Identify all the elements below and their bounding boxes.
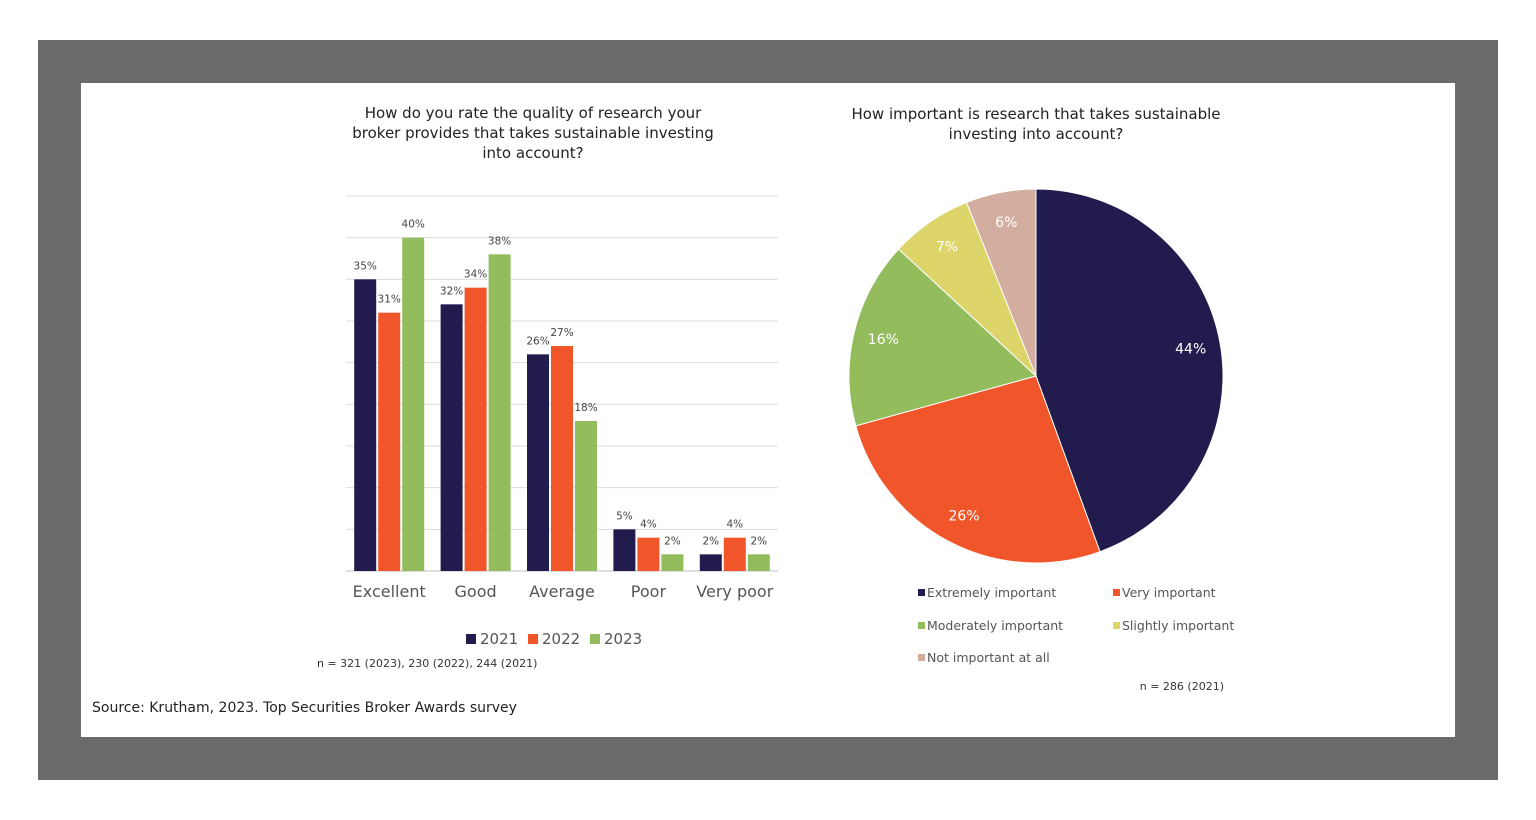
- bar-label-excellent-2023: 40%: [402, 219, 425, 231]
- pie-legend-label-not-important-at-all: Not important at all: [927, 650, 1050, 665]
- bar-label-average-2021: 26%: [526, 335, 549, 347]
- bar-legend-swatch-2022: [528, 634, 538, 644]
- pie-data-labels: 44% 26% 16% 7% 6%: [868, 215, 1206, 525]
- bar-label-good-2023: 38%: [488, 235, 511, 247]
- bar-chart-title-line-1: How do you rate the quality of research …: [365, 104, 702, 122]
- bar-label-very-poor-2023: 2%: [750, 535, 767, 547]
- pie-chart-note: n = 286 (2021): [1140, 680, 1224, 693]
- pie-legend-swatch-extremely-important: [918, 589, 925, 596]
- pie-legend-label-slightly-important: Slightly important: [1122, 618, 1234, 633]
- pie-legend-label-moderately-important: Moderately important: [927, 618, 1063, 633]
- bar-chart-title-line-3: into account?: [482, 144, 583, 162]
- bar-label-poor-2022: 4%: [640, 519, 657, 531]
- pie-slice-moderately-important: [848, 248, 1037, 427]
- bar-good-2022: [464, 287, 487, 571]
- pie-label-slightly-important: 7%: [936, 240, 958, 256]
- bar-average-2023: [575, 421, 597, 571]
- bar-x-tick-very-poor: Very poor: [696, 582, 773, 601]
- bar-legend-swatch-2021: [466, 634, 476, 644]
- pie-label-not-important-at-all: 6%: [995, 215, 1017, 231]
- bar-very-poor-2022: [723, 537, 746, 571]
- pie-chart-title-line-2: investing into account?: [949, 125, 1124, 143]
- bar-excellent-2023: [402, 237, 425, 571]
- pie-label-very-important: 26%: [948, 509, 979, 525]
- pie-slice-very-important: [855, 375, 1101, 564]
- bar-chart-note: n = 321 (2023), 230 (2022), 244 (2021): [317, 657, 537, 670]
- bar-label-excellent-2021: 35%: [354, 260, 377, 272]
- bar-label-very-poor-2022: 4%: [726, 519, 743, 531]
- bar-label-good-2022: 34%: [464, 269, 487, 281]
- pie-legend-label-very-important: Very important: [1122, 585, 1216, 600]
- pie-legend: Extremely important Very important Moderat…: [918, 585, 1234, 665]
- bar-legend: 2021 2022 2023: [466, 630, 642, 648]
- pie-slice-extremely-important: [1035, 188, 1224, 553]
- pie-slice-not-important-at-all: [965, 188, 1037, 377]
- chart-panel: [81, 83, 1455, 737]
- bar-very-poor-2021: [699, 554, 722, 571]
- source-note: Source: Krutham, 2023. Top Securities Br…: [92, 700, 517, 716]
- pie-label-moderately-important: 16%: [868, 332, 899, 348]
- pie-legend-swatch-slightly-important: [1113, 622, 1120, 629]
- bar-chart-title-line-2: broker provides that takes sustainable i…: [352, 124, 713, 142]
- bar-poor-2023: [661, 554, 684, 571]
- bar-average-2021: [527, 354, 549, 571]
- bar-x-tick-excellent: Excellent: [353, 582, 426, 601]
- bar-excellent-2022: [378, 312, 401, 571]
- bar-very-poor-2023: [747, 554, 770, 571]
- pie-slices: [848, 188, 1224, 564]
- pie-legend-swatch-very-important: [1113, 589, 1120, 596]
- bar-marks: 35% 31% 40% 32%34% 38% 26%27% 18% 5% 4% 2% 2% 4% 2%: [354, 219, 770, 572]
- pie-legend-swatch-moderately-important: [918, 622, 925, 629]
- pie-legend-label-extremely-important: Extremely important: [927, 585, 1056, 600]
- bar-legend-label-2021: 2021: [480, 630, 518, 648]
- bar-excellent-2021: [354, 279, 377, 571]
- bar-legend-label-2023: 2023: [604, 630, 642, 648]
- bar-x-tick-good: Good: [455, 582, 497, 601]
- bar-x-tick-labels: Excellent Good Average Poor Very poor: [353, 582, 774, 601]
- bar-legend-swatch-2023: [590, 634, 600, 644]
- bar-good-2023: [488, 254, 511, 572]
- bar-poor-2021: [613, 529, 636, 571]
- bar-label-poor-2023: 2%: [664, 535, 681, 547]
- bar-label-excellent-2022: 31%: [378, 294, 401, 306]
- bar-poor-2022: [637, 537, 660, 571]
- pie-legend-swatch-not-important-at-all: [918, 654, 925, 661]
- pie-chart-title-line-1: How important is research that takes sus…: [851, 105, 1220, 123]
- bar-label-average-2023: 18%: [574, 402, 597, 414]
- bar-x-tick-average: Average: [529, 582, 595, 601]
- pie-label-extremely-important: 44%: [1175, 342, 1206, 358]
- bar-label-very-poor-2021: 2%: [702, 535, 719, 547]
- bar-label-average-2022: 27%: [550, 327, 573, 339]
- bar-label-poor-2021: 5%: [616, 510, 633, 522]
- bar-good-2021: [440, 304, 463, 571]
- bar-average-2022: [551, 346, 573, 571]
- bar-label-good-2021: 32%: [440, 285, 463, 297]
- bar-x-tick-poor: Poor: [631, 582, 667, 601]
- bar-legend-label-2022: 2022: [542, 630, 580, 648]
